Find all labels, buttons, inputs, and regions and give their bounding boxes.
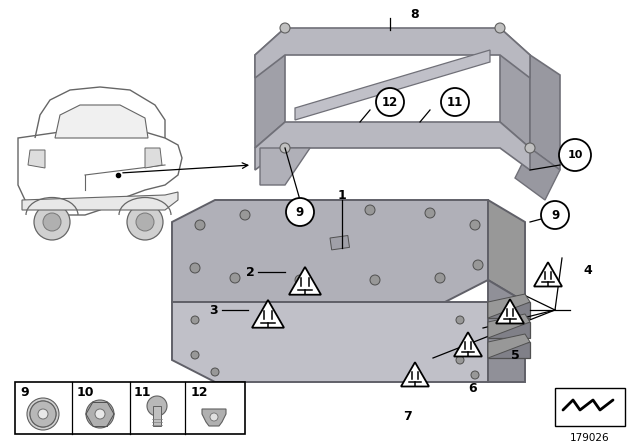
Bar — [330, 236, 349, 250]
Bar — [15, 382, 245, 434]
Polygon shape — [488, 334, 530, 358]
Circle shape — [370, 275, 380, 285]
Circle shape — [191, 351, 199, 359]
Circle shape — [559, 139, 591, 171]
Polygon shape — [255, 28, 530, 78]
Polygon shape — [488, 314, 530, 338]
Polygon shape — [500, 28, 530, 148]
Circle shape — [190, 263, 200, 273]
Polygon shape — [255, 122, 530, 170]
Polygon shape — [454, 332, 482, 357]
Circle shape — [425, 208, 435, 218]
Polygon shape — [488, 322, 530, 338]
Text: 179026: 179026 — [570, 433, 610, 443]
Circle shape — [295, 275, 305, 285]
Circle shape — [211, 368, 219, 376]
Polygon shape — [530, 55, 560, 170]
Circle shape — [136, 213, 154, 231]
Text: 10: 10 — [77, 385, 95, 399]
Text: 9: 9 — [551, 208, 559, 221]
Text: 2: 2 — [246, 266, 254, 279]
Circle shape — [470, 220, 480, 230]
Polygon shape — [18, 132, 182, 215]
Polygon shape — [488, 342, 530, 358]
Circle shape — [86, 400, 114, 428]
Polygon shape — [22, 192, 178, 210]
Circle shape — [280, 143, 290, 153]
Circle shape — [280, 23, 290, 33]
Circle shape — [495, 23, 505, 33]
Circle shape — [473, 260, 483, 270]
Circle shape — [525, 143, 535, 153]
Circle shape — [30, 401, 56, 427]
Text: 4: 4 — [584, 263, 593, 276]
Circle shape — [95, 409, 105, 419]
Polygon shape — [55, 105, 148, 138]
Polygon shape — [534, 262, 562, 286]
Polygon shape — [252, 300, 284, 327]
Text: 6: 6 — [468, 382, 477, 395]
Text: 3: 3 — [209, 303, 218, 316]
Polygon shape — [496, 299, 524, 323]
Text: 5: 5 — [511, 349, 520, 362]
Circle shape — [127, 204, 163, 240]
Text: 10: 10 — [567, 150, 582, 160]
Circle shape — [147, 396, 167, 416]
Text: 8: 8 — [411, 8, 419, 21]
Text: 12: 12 — [382, 95, 398, 108]
Polygon shape — [172, 302, 488, 382]
Circle shape — [230, 273, 240, 283]
Polygon shape — [295, 50, 490, 120]
Circle shape — [376, 88, 404, 116]
Circle shape — [38, 409, 48, 419]
Bar — [153, 406, 161, 426]
Polygon shape — [488, 294, 530, 318]
Circle shape — [34, 204, 70, 240]
Polygon shape — [289, 267, 321, 295]
Text: 1: 1 — [338, 189, 346, 202]
Circle shape — [435, 273, 445, 283]
Polygon shape — [202, 409, 226, 426]
Circle shape — [43, 213, 61, 231]
Circle shape — [541, 201, 569, 229]
Bar — [555, 388, 625, 426]
Text: 9: 9 — [296, 206, 304, 219]
Text: 11: 11 — [134, 385, 152, 399]
Circle shape — [456, 356, 464, 364]
Circle shape — [210, 413, 218, 421]
Circle shape — [240, 210, 250, 220]
Circle shape — [300, 205, 310, 215]
Polygon shape — [28, 150, 45, 168]
Circle shape — [365, 205, 375, 215]
Circle shape — [27, 398, 59, 430]
Circle shape — [195, 220, 205, 230]
Text: 12: 12 — [191, 385, 209, 399]
Polygon shape — [260, 148, 310, 185]
Text: 9: 9 — [20, 385, 29, 399]
Polygon shape — [488, 302, 530, 318]
Polygon shape — [145, 148, 162, 168]
Circle shape — [471, 371, 479, 379]
Circle shape — [30, 401, 56, 427]
Polygon shape — [255, 28, 285, 148]
Circle shape — [191, 316, 199, 324]
Text: 7: 7 — [403, 409, 412, 422]
Polygon shape — [172, 200, 488, 302]
Text: 11: 11 — [447, 95, 463, 108]
Circle shape — [441, 88, 469, 116]
Circle shape — [286, 198, 314, 226]
Polygon shape — [401, 362, 429, 387]
Polygon shape — [488, 280, 525, 382]
Polygon shape — [515, 148, 560, 200]
Circle shape — [456, 316, 464, 324]
Polygon shape — [488, 200, 525, 302]
